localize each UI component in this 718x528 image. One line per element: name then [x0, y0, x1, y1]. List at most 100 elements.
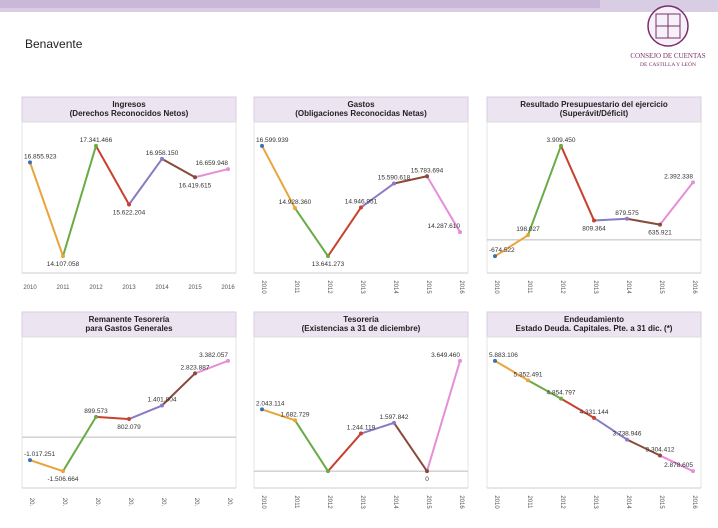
data-point [326, 469, 330, 474]
data-point [625, 216, 629, 221]
data-point [94, 143, 98, 148]
chart-panel: Resultado Presupuestario del ejercicio(S… [486, 96, 702, 294]
x-tick-label: 20. [193, 498, 199, 507]
data-point [526, 233, 530, 238]
x-tick-label: 2010 [260, 495, 266, 509]
chart-title: (Superávit/Déficit) [560, 109, 629, 118]
value-label: 1.597.842 [380, 414, 409, 421]
x-tick-label: 2014 [392, 280, 398, 294]
line-segment [29, 162, 64, 257]
x-tick-label: 2011 [526, 496, 532, 510]
title-box [21, 96, 237, 123]
data-point [326, 254, 330, 259]
chart-title: Remanente Tesorería [89, 315, 170, 324]
line-segment [261, 408, 296, 422]
title-box [253, 96, 469, 123]
line-segment [527, 145, 562, 236]
x-tick-label: 2014 [392, 495, 398, 509]
value-label: 14.287.610 [427, 223, 460, 230]
data-point [691, 469, 695, 474]
x-tick-label: 20. [61, 498, 67, 507]
x-tick-label: 2016 [691, 495, 697, 509]
value-label: 2.043.114 [256, 400, 285, 407]
line-segment [95, 145, 130, 205]
line-segment [426, 360, 461, 472]
chart-panel: Tesorería(Existencias a 31 de diciembre)… [253, 311, 469, 509]
x-tick-label: 2012 [89, 285, 103, 291]
data-point [226, 358, 230, 363]
data-point [559, 143, 563, 148]
x-tick-label: 2015 [658, 280, 664, 294]
chart-title: Ingresos [112, 100, 146, 109]
data-point [592, 415, 596, 420]
value-label: 16.855.923 [24, 153, 57, 160]
value-label: 14.107.058 [47, 261, 80, 268]
logo-text: DE CASTILLA Y LEÓN [640, 60, 696, 68]
value-label: -1.506.664 [47, 476, 78, 483]
x-tick-label: 2015 [658, 495, 664, 509]
value-label: 16.599.939 [256, 137, 289, 144]
line-segment [593, 217, 628, 222]
line-segment [494, 359, 529, 382]
data-point [293, 418, 297, 423]
data-point [359, 205, 363, 210]
title-box [253, 311, 469, 338]
line-segment [659, 181, 694, 226]
chart-title: (Derechos Reconocidos Netos) [70, 109, 189, 118]
x-tick-label: 2013 [359, 495, 365, 509]
data-point [260, 143, 264, 148]
value-label: 4.854.797 [547, 390, 576, 397]
chart-title: Endeudamiento [564, 315, 624, 324]
chart-panel: Gastos(Obligaciones Reconocidas Netas) 16… [253, 96, 469, 294]
line-segment [95, 415, 130, 421]
line-segment [626, 217, 661, 226]
data-point [61, 254, 65, 259]
value-label: 5.883.106 [489, 352, 518, 359]
data-point [691, 180, 695, 185]
line-segment [560, 397, 595, 419]
value-label: 3.738.946 [613, 431, 642, 438]
x-tick-label: 2011 [57, 285, 71, 291]
value-label: 879.575 [615, 210, 639, 217]
data-point [425, 174, 429, 179]
value-label: -1.017.251 [24, 451, 55, 458]
value-label: 0 [425, 476, 429, 483]
x-tick-label: 2015 [425, 280, 431, 294]
line-segment [261, 145, 296, 209]
value-label: 3.909.450 [547, 137, 576, 144]
line-segment [327, 206, 362, 257]
value-label: 16.419.615 [179, 182, 212, 189]
x-tick-label: 2013 [592, 280, 598, 294]
value-label: 17.341.466 [80, 137, 113, 144]
line-segment [360, 421, 395, 435]
line-segment [327, 432, 362, 472]
x-tick-label: 2016 [221, 285, 235, 291]
line-segment [659, 454, 694, 473]
data-point [94, 414, 98, 419]
chart-panel: Ingresos(Derechos Reconocidos Netos) 16.8… [21, 96, 237, 291]
x-tick-label: 2012 [559, 280, 565, 294]
x-tick-label: 2012 [559, 495, 565, 509]
value-label: 13.641.273 [312, 261, 345, 268]
line-segment [62, 145, 97, 257]
data-point [193, 175, 197, 180]
data-point [293, 206, 297, 211]
data-point [160, 156, 164, 161]
chart-title: Estado Deuda. Capitales. Pte. a 31 dic. … [516, 324, 673, 333]
value-label: 2.392.338 [664, 173, 693, 180]
x-tick-label: 2016 [691, 280, 697, 294]
value-label: 3.382.057 [199, 352, 228, 359]
line-segment [294, 419, 329, 472]
line-segment [128, 404, 163, 420]
x-tick-label: 2016 [458, 280, 464, 294]
line-segment [360, 182, 395, 209]
data-point [559, 396, 563, 401]
data-point [625, 437, 629, 442]
line-segment [128, 158, 163, 206]
line-segment [494, 234, 529, 258]
data-point [526, 378, 530, 383]
